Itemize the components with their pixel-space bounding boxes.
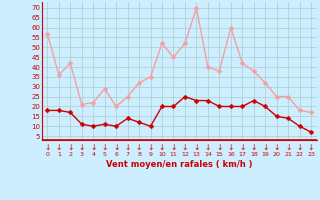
Text: ↓: ↓	[159, 143, 165, 152]
Text: ↓: ↓	[228, 143, 234, 152]
Text: ↓: ↓	[90, 143, 96, 152]
Text: ↓: ↓	[205, 143, 211, 152]
Text: ↓: ↓	[56, 143, 62, 152]
Text: ↓: ↓	[101, 143, 108, 152]
X-axis label: Vent moyen/en rafales ( km/h ): Vent moyen/en rafales ( km/h )	[106, 160, 252, 169]
Text: ↓: ↓	[239, 143, 245, 152]
Text: ↓: ↓	[78, 143, 85, 152]
Text: ↓: ↓	[124, 143, 131, 152]
Text: ↓: ↓	[262, 143, 268, 152]
Text: ↓: ↓	[136, 143, 142, 152]
Text: ↓: ↓	[193, 143, 200, 152]
Text: ↓: ↓	[67, 143, 74, 152]
Text: ↓: ↓	[296, 143, 303, 152]
Text: ↓: ↓	[147, 143, 154, 152]
Text: ↓: ↓	[216, 143, 222, 152]
Text: ↓: ↓	[308, 143, 314, 152]
Text: ↓: ↓	[285, 143, 291, 152]
Text: ↓: ↓	[170, 143, 177, 152]
Text: ↓: ↓	[182, 143, 188, 152]
Text: ↓: ↓	[44, 143, 51, 152]
Text: ↓: ↓	[274, 143, 280, 152]
Text: ↓: ↓	[113, 143, 119, 152]
Text: ↓: ↓	[251, 143, 257, 152]
